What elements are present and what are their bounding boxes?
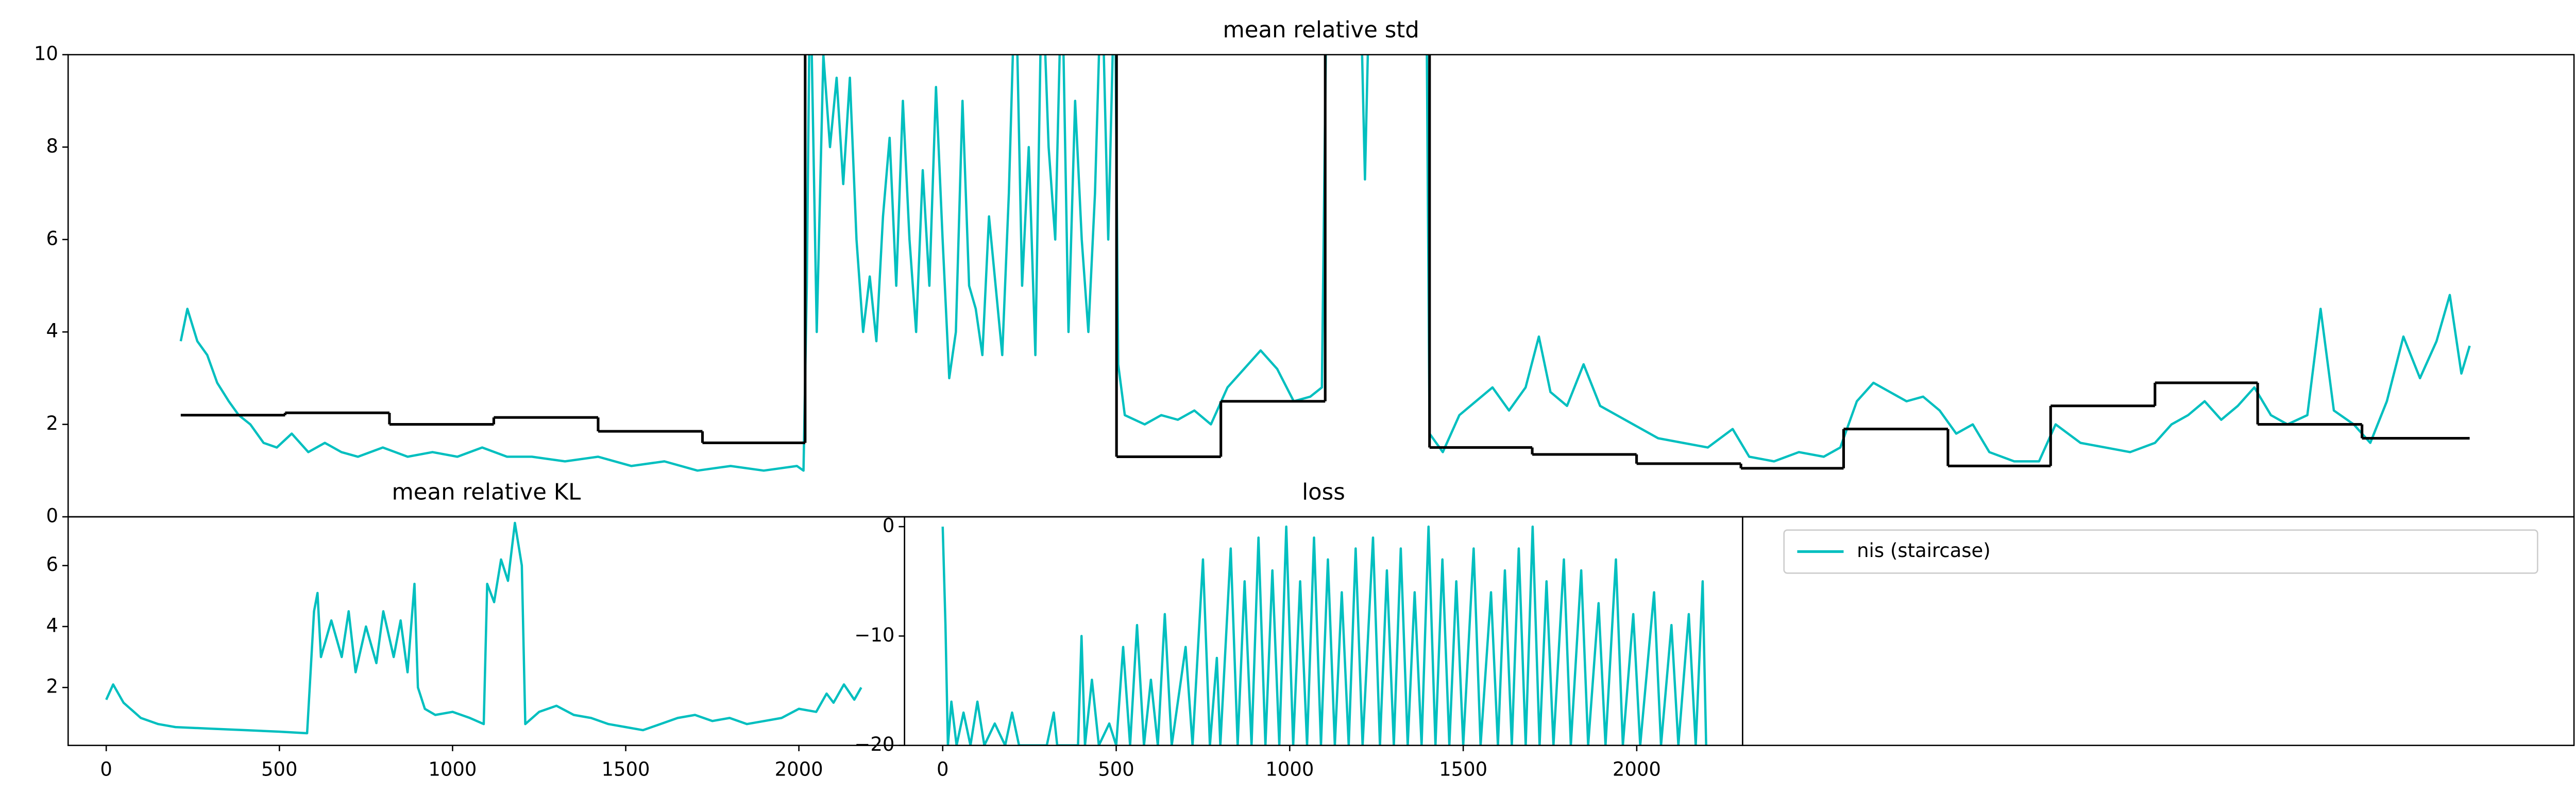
y-tick-label: 0	[883, 515, 895, 537]
x-tick-label: 500	[261, 758, 298, 780]
x-tick-label: 1500	[602, 758, 650, 780]
x-tick-label: 2000	[1613, 758, 1661, 780]
legend-box	[1783, 529, 2538, 574]
x-tick-label: 500	[1098, 758, 1134, 780]
series-line	[105, 521, 862, 735]
plot-area	[105, 521, 862, 735]
y-tick-label: 6	[46, 227, 58, 249]
y-tick-label: 10	[34, 43, 58, 65]
series-line	[941, 525, 1707, 746]
y-tick-label: −20	[854, 733, 894, 755]
x-tick-label: 2000	[775, 758, 823, 780]
x-tick-label: 0	[937, 758, 949, 780]
x-tick-label: 1000	[428, 758, 477, 780]
y-tick-label: −10	[854, 624, 894, 646]
y-tick-label: 2	[46, 412, 58, 434]
y-tick-label: 6	[46, 553, 58, 576]
chart-title: mean relative std	[1223, 18, 1419, 43]
y-tick-label: 0	[46, 504, 58, 527]
series-line	[179, 55, 2471, 472]
axes-frame	[904, 516, 1743, 746]
y-tick-label: 4	[46, 320, 58, 342]
plot-area	[941, 525, 1707, 746]
legend-label: nis (staircase)	[1857, 539, 1991, 562]
y-tick-label: 8	[46, 135, 58, 157]
x-tick-label: 1000	[1265, 758, 1314, 780]
x-tick-label: 0	[100, 758, 112, 780]
axes-frame	[1742, 516, 2575, 746]
chart-title: loss	[1302, 479, 1345, 505]
x-tick-label: 1500	[1439, 758, 1487, 780]
plot-area	[179, 55, 2471, 472]
chart-title: mean relative KL	[392, 479, 581, 505]
y-tick-label: 4	[46, 614, 58, 636]
y-tick-label: 2	[46, 676, 58, 698]
axes-frame	[67, 54, 2575, 518]
